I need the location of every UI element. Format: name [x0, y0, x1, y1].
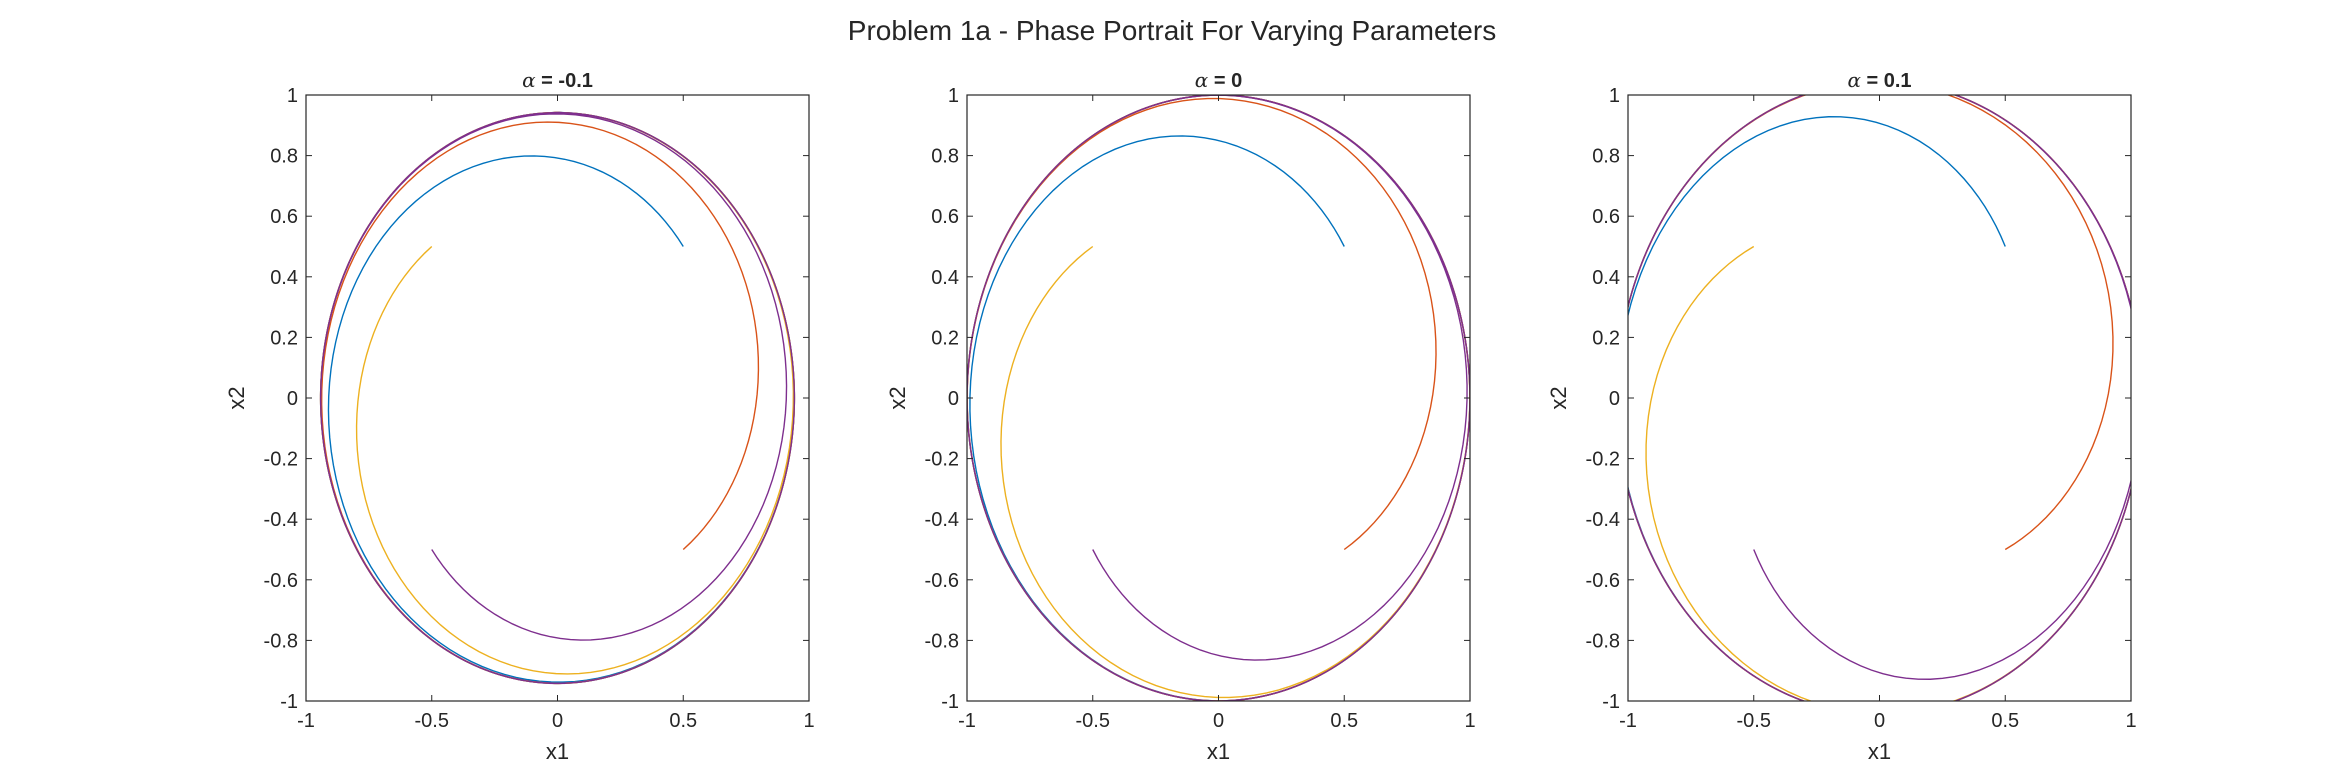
y-tick-label: 0 [948, 388, 959, 410]
trajectories [319, 111, 796, 685]
subplot-title-symbol: α [522, 68, 536, 92]
y-tick-label: 0.6 [1592, 206, 1620, 228]
x-axis-label: x1 [1207, 739, 1230, 764]
y-tick-label: -0.8 [264, 630, 298, 652]
trajectories [1628, 95, 2131, 701]
axes-box [1627, 94, 2132, 702]
subplot-title-value: = 0 [1208, 70, 1242, 92]
x-tick-label: 0 [1874, 710, 1885, 732]
trajectory-line-4 [967, 95, 1470, 701]
x-tick-label: 0.5 [1991, 710, 2019, 732]
y-tick-label: 0.6 [931, 206, 959, 228]
subplot-title: α = -0.1 [522, 68, 593, 92]
subplot-title-value: = 0.1 [1861, 70, 1912, 92]
y-axis-label: x2 [224, 386, 249, 409]
x-tick-label: 0 [552, 710, 563, 732]
y-axis-label: x2 [885, 386, 910, 409]
axes-box [966, 94, 1471, 702]
x-tick-label: 0.5 [669, 710, 697, 732]
y-tick-label: -1 [941, 691, 959, 713]
y-tick-label: 0.6 [270, 206, 298, 228]
subplot-3: -1 -0.5 0 0.5 1 -1 -0.8 -0.6 -0.4 -0.2 0 0.2 0.4 0.6 0… [1546, 68, 2137, 764]
trajectory-line-2 [967, 95, 1470, 701]
trajectory-line-1 [1628, 95, 2131, 701]
x-tick-label: -0.5 [1737, 710, 1771, 732]
x-tick-label: 0 [1213, 710, 1224, 732]
y-tick-label: 1 [1609, 85, 1620, 107]
x-tick-label: -1 [297, 710, 315, 732]
y-tick-label: -0.8 [925, 630, 959, 652]
y-tick-label: 1 [948, 85, 959, 107]
y-tick-label: -0.8 [1586, 630, 1620, 652]
subplot-title: α = 0 [1195, 68, 1242, 92]
y-tick-label: 0 [287, 388, 298, 410]
trajectory-line-1 [967, 95, 1470, 701]
y-axis-label: x2 [1546, 386, 1571, 409]
trajectory-line-2 [1628, 95, 2131, 701]
y-tick-label: 0.2 [270, 327, 298, 349]
figure-title: Problem 1a - Phase Portrait For Varying … [848, 15, 1496, 46]
subplot-title-value: = -0.1 [536, 70, 593, 92]
trajectory-line-4 [319, 111, 796, 685]
y-tick-label: 0.8 [270, 146, 298, 168]
x-tick-label: 1 [803, 710, 814, 732]
y-tick-label: -0.6 [925, 570, 959, 592]
x-tick-label: 1 [2125, 710, 2136, 732]
y-tick-label: -0.2 [1586, 449, 1620, 471]
trajectory-line-3 [1628, 95, 2131, 701]
subplot-1: -1 -0.5 0 0.5 1 -1 -0.8 -0.6 -0.4 -0.2 0 0.2 0.4 0.6 0… [224, 68, 815, 764]
x-axis-label: x1 [1868, 739, 1891, 764]
y-tick-label: 0.2 [931, 327, 959, 349]
y-tick-label: 0.4 [931, 267, 959, 289]
x-tick-label: -0.5 [415, 710, 449, 732]
y-tick-label: -0.2 [925, 449, 959, 471]
y-tick-label: -0.4 [925, 509, 959, 531]
x-tick-label: 1 [1464, 710, 1475, 732]
y-tick-label: -1 [1602, 691, 1620, 713]
y-tick-label: -0.2 [264, 449, 298, 471]
subplot-2: -1 -0.5 0 0.5 1 -1 -0.8 -0.6 -0.4 -0.2 0 0.2 0.4 0.6 0… [885, 68, 1476, 764]
y-tick-label: 0.8 [1592, 146, 1620, 168]
y-tick-label: -0.4 [1586, 509, 1620, 531]
axes-box [305, 94, 810, 702]
subplot-title: α = 0.1 [1847, 68, 1911, 92]
y-tick-label: -0.6 [1586, 570, 1620, 592]
y-tick-label: 0.2 [1592, 327, 1620, 349]
trajectory-line-3 [967, 95, 1470, 701]
trajectories [967, 95, 1470, 701]
x-tick-label: -1 [1619, 710, 1637, 732]
y-tick-label: 0.4 [1592, 267, 1620, 289]
x-tick-label: -0.5 [1076, 710, 1110, 732]
x-axis-label: x1 [546, 739, 569, 764]
subplot-title-symbol: α [1847, 68, 1861, 92]
y-tick-label: 0 [1609, 388, 1620, 410]
y-tick-label: 0.4 [270, 267, 298, 289]
y-tick-label: 0.8 [931, 146, 959, 168]
y-tick-label: 1 [287, 85, 298, 107]
x-tick-label: 0.5 [1330, 710, 1358, 732]
x-tick-label: -1 [958, 710, 976, 732]
trajectory-line-4 [1628, 95, 2131, 701]
y-tick-label: -0.4 [264, 509, 298, 531]
y-tick-label: -1 [280, 691, 298, 713]
subplot-title-symbol: α [1195, 68, 1209, 92]
y-tick-label: -0.6 [264, 570, 298, 592]
